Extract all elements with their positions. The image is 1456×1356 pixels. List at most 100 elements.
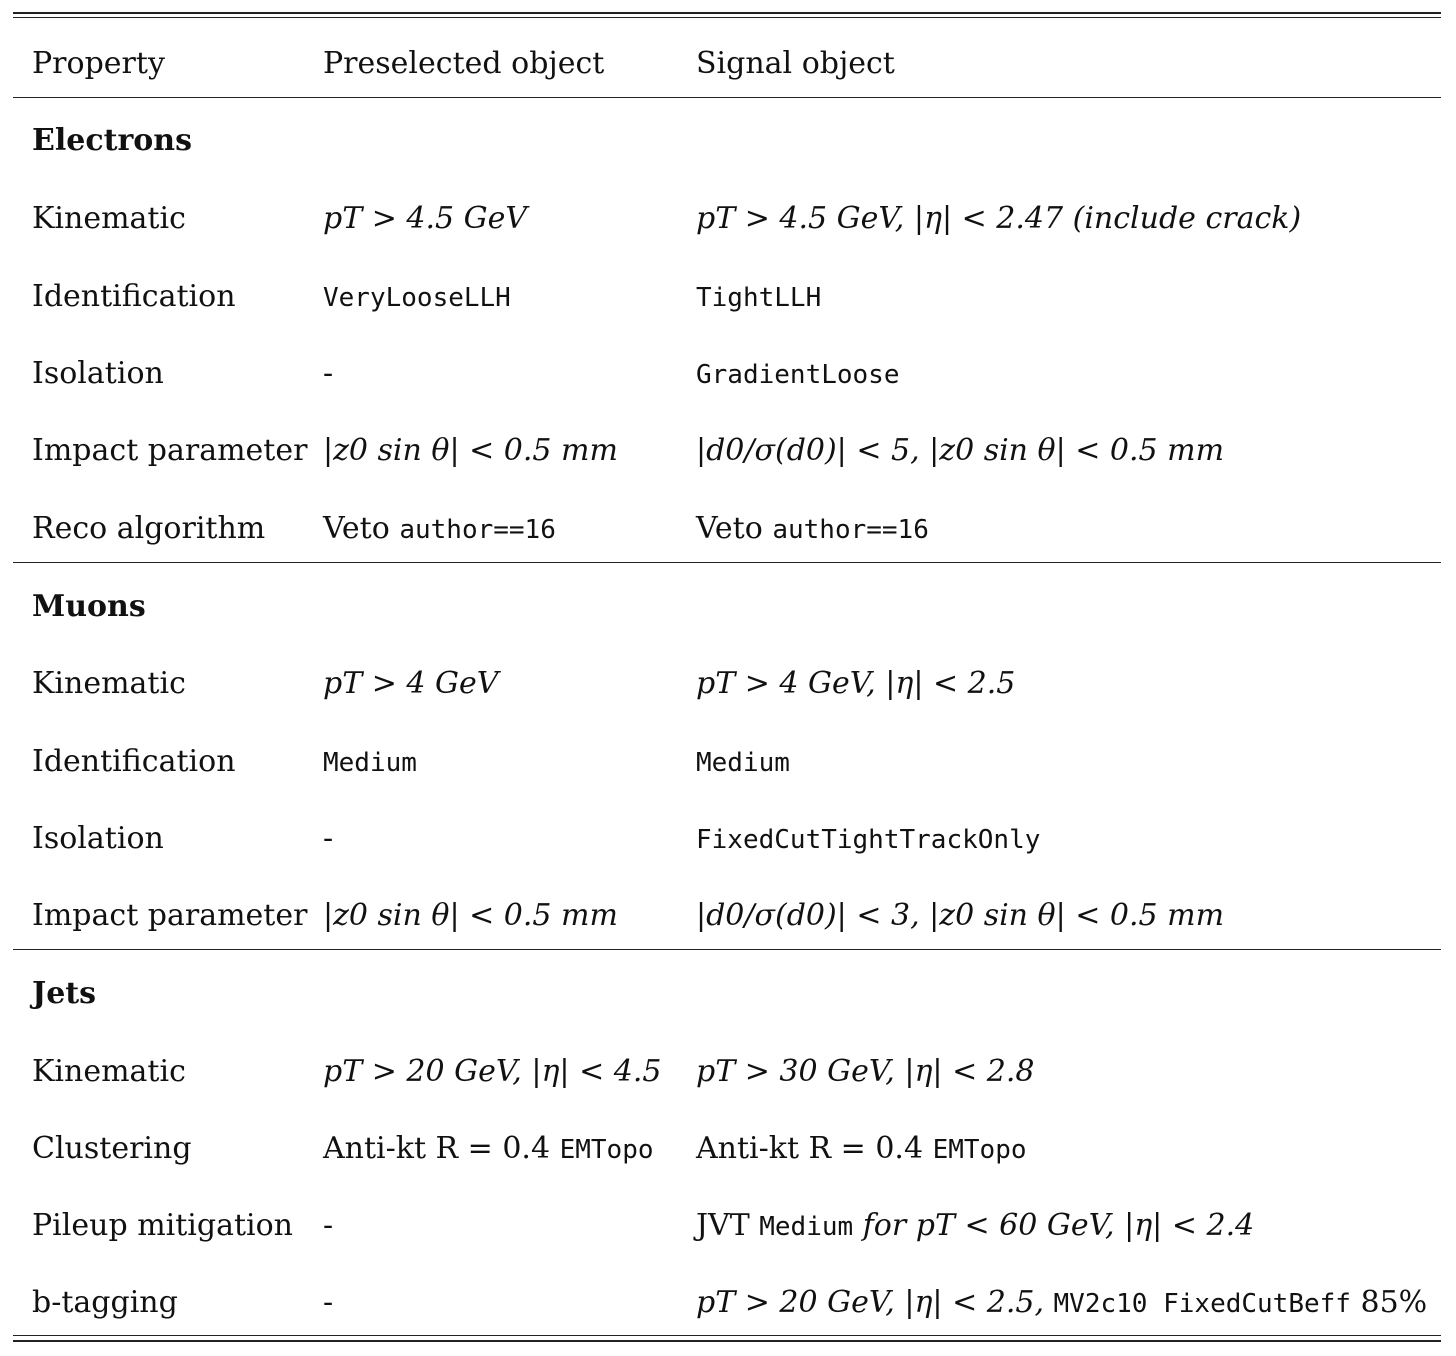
signal-cell: pT > 30 GeV, |η| < 2.8 xyxy=(696,1052,1034,1092)
signal-cell: TightLLH xyxy=(696,277,821,318)
cell-text: - xyxy=(323,356,334,391)
signal-cell: GradientLoose xyxy=(696,354,900,395)
preselected-cell: pT > 20 GeV, |η| < 4.5 xyxy=(323,1052,661,1092)
signal-cell: |d0/σ(d0)| < 3, |z0 sin θ| < 0.5 mm xyxy=(696,896,1224,936)
preselected-cell: Veto author==16 xyxy=(323,509,556,550)
math-text: pT > 30 GeV, |η| < 2.8 xyxy=(696,1054,1035,1089)
property-cell: b-tagging xyxy=(32,1285,178,1320)
section-rule xyxy=(13,949,1441,950)
cell-text: - xyxy=(323,1285,334,1320)
math-text: |z0 sin θ| < 0.5 mm xyxy=(323,898,618,933)
property-cell: Impact parameter xyxy=(32,433,308,468)
cell-text: - xyxy=(323,821,334,856)
code-text: FixedCutTightTrackOnly xyxy=(696,825,1041,855)
property-cell: Kinematic xyxy=(32,1054,186,1089)
section-title: Muons xyxy=(32,589,146,624)
property-cell: Identification xyxy=(32,744,236,779)
preselected-cell: Medium xyxy=(323,742,417,783)
math-text: pT > 4.5 GeV, |η| < 2.47 (include crack) xyxy=(696,201,1302,236)
property-cell: Pileup mitigation xyxy=(32,1208,294,1243)
math-text: |z0 sin θ| < 0.5 mm xyxy=(323,433,618,468)
code-text: EMTopo xyxy=(559,1135,654,1165)
signal-cell: |d0/σ(d0)| < 5, |z0 sin θ| < 0.5 mm xyxy=(696,431,1224,471)
top-rule xyxy=(13,12,1441,14)
table-row: Pileup mitigation - JVT Medium for pT < … xyxy=(0,1206,1456,1246)
section-title-row: Muons xyxy=(0,587,1456,627)
signal-cell: Medium xyxy=(696,742,790,783)
header-row: Property Preselected object Signal objec… xyxy=(0,44,1456,84)
code-text: Medium xyxy=(323,748,417,778)
math-text: |d0/σ(d0)| < 5, |z0 sin θ| < 0.5 mm xyxy=(696,433,1225,468)
section-title: Electrons xyxy=(32,123,192,158)
preselected-cell: pT > 4 GeV xyxy=(323,664,498,704)
code-text: author==16 xyxy=(772,515,929,545)
math-text: for pT < 60 GeV, |η| < 2.4 xyxy=(853,1208,1255,1243)
math-text: pT > 4.5 GeV xyxy=(323,201,528,236)
property-cell: Isolation xyxy=(32,356,164,391)
section-rule xyxy=(13,562,1441,563)
code-text: author==16 xyxy=(399,515,556,545)
table-row: Reco algorithm Veto author==16 Veto auth… xyxy=(0,509,1456,549)
table-row: Isolation - FixedCutTightTrackOnly xyxy=(0,819,1456,859)
signal-cell: pT > 4 GeV, |η| < 2.5 xyxy=(696,664,1015,704)
signal-cell: JVT Medium for pT < 60 GeV, |η| < 2.4 xyxy=(696,1206,1254,1247)
math-text: pT > 20 GeV, |η| < 4.5 xyxy=(323,1054,662,1089)
signal-cell: pT > 20 GeV, |η| < 2.5, MV2c10 FixedCutB… xyxy=(696,1283,1427,1324)
cell-text: Veto xyxy=(323,511,400,546)
bottom-rule-inner xyxy=(13,1335,1441,1336)
cell-text: 85% xyxy=(1350,1285,1428,1320)
code-text: TightLLH xyxy=(696,283,822,313)
table-row: Identification VeryLooseLLH TightLLH xyxy=(0,277,1456,317)
code-text: EMTopo xyxy=(932,1135,1027,1165)
signal-cell: pT > 4.5 GeV, |η| < 2.47 (include crack) xyxy=(696,199,1301,239)
property-cell: Isolation xyxy=(32,821,164,856)
preselected-cell: - xyxy=(323,1283,333,1323)
signal-cell: Anti-kt R = 0.4 EMTopo xyxy=(696,1129,1027,1170)
math-text: pT > 4 GeV xyxy=(323,666,499,701)
table-row: Clustering Anti-kt R = 0.4 EMTopo Anti-k… xyxy=(0,1129,1456,1169)
math-text: pT > 4 GeV, |η| < 2.5 xyxy=(696,666,1016,701)
table-row: Kinematic pT > 4 GeV pT > 4 GeV, |η| < 2… xyxy=(0,664,1456,704)
preselected-cell: |z0 sin θ| < 0.5 mm xyxy=(323,431,618,471)
table-row: Kinematic pT > 4.5 GeV pT > 4.5 GeV, |η|… xyxy=(0,199,1456,239)
header-signal: Signal object xyxy=(696,46,895,81)
table-row: Isolation - GradientLoose xyxy=(0,354,1456,394)
section-title-row: Jets xyxy=(0,974,1456,1014)
table-row: b-tagging - pT > 20 GeV, |η| < 2.5, MV2c… xyxy=(0,1283,1456,1323)
preselected-cell: pT > 4.5 GeV xyxy=(323,199,527,239)
cell-text: - xyxy=(323,1208,334,1243)
table-row: Identification Medium Medium xyxy=(0,742,1456,782)
preselected-cell: |z0 sin θ| < 0.5 mm xyxy=(323,896,618,936)
property-cell: Kinematic xyxy=(32,201,186,236)
property-cell: Identification xyxy=(32,279,236,314)
cell-text: Anti-kt R = 0.4 xyxy=(323,1131,560,1166)
header-property: Property xyxy=(32,46,165,81)
property-cell: Impact parameter xyxy=(32,898,308,933)
table-row: Impact parameter |z0 sin θ| < 0.5 mm |d0… xyxy=(0,431,1456,471)
cell-text: Anti-kt R = 0.4 xyxy=(696,1131,933,1166)
preselected-cell: Anti-kt R = 0.4 EMTopo xyxy=(323,1129,654,1170)
cell-text: Veto xyxy=(696,511,773,546)
preselected-cell: VeryLooseLLH xyxy=(323,277,511,318)
top-rule-inner xyxy=(13,17,1441,18)
math-text: pT > 20 GeV, |η| < 2.5, xyxy=(696,1285,1054,1320)
signal-cell: Veto author==16 xyxy=(696,509,929,550)
bottom-rule xyxy=(13,1340,1441,1342)
cell-text: JVT xyxy=(696,1208,760,1243)
header-rule xyxy=(13,97,1441,98)
section-title-row: Electrons xyxy=(0,121,1456,161)
section-title: Jets xyxy=(32,976,97,1011)
property-cell: Kinematic xyxy=(32,666,186,701)
table-row: Kinematic pT > 20 GeV, |η| < 4.5 pT > 30… xyxy=(0,1052,1456,1092)
signal-cell: FixedCutTightTrackOnly xyxy=(696,819,1040,860)
math-text: |d0/σ(d0)| < 3, |z0 sin θ| < 0.5 mm xyxy=(696,898,1225,933)
preselected-cell: - xyxy=(323,1206,333,1246)
code-text: GradientLoose xyxy=(696,360,900,390)
preselected-cell: - xyxy=(323,354,333,394)
code-text: MV2c10 FixedCutBeff xyxy=(1053,1289,1351,1319)
preselected-cell: - xyxy=(323,819,333,859)
table-row: Impact parameter |z0 sin θ| < 0.5 mm |d0… xyxy=(0,896,1456,936)
property-cell: Reco algorithm xyxy=(32,511,266,546)
code-text: VeryLooseLLH xyxy=(323,283,511,313)
code-text: Medium xyxy=(696,748,790,778)
